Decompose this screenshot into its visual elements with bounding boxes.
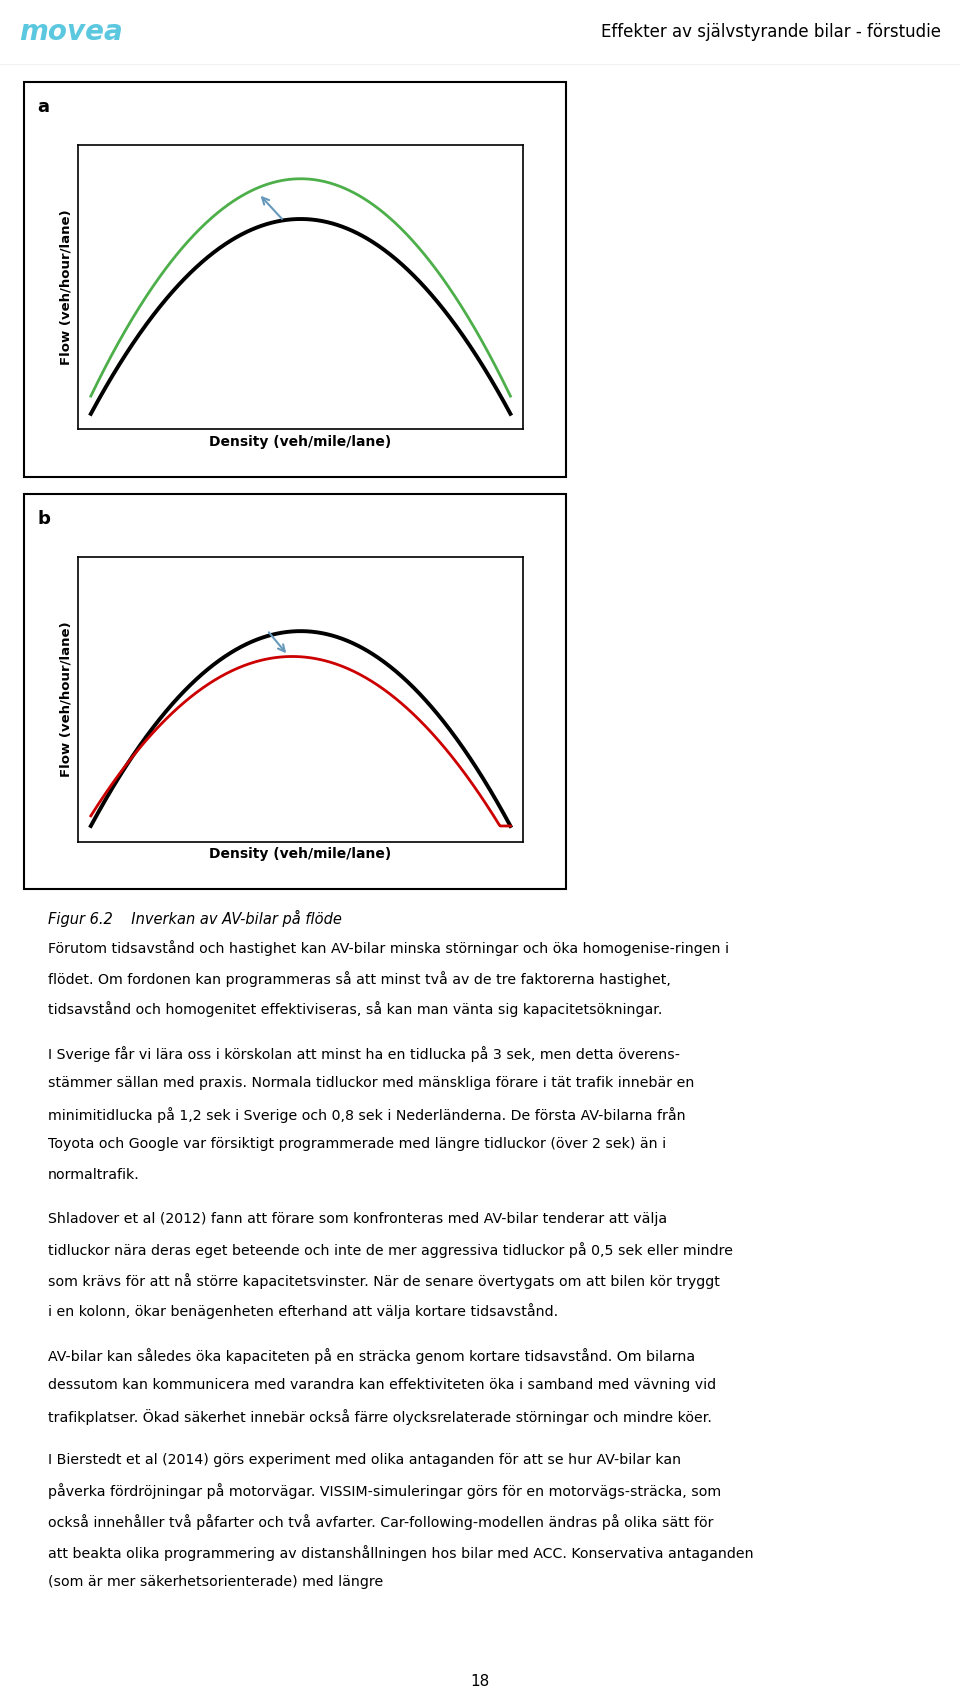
Text: Toyota och Google var försiktigt programmerade med längre tidluckor (över 2 sek): Toyota och Google var försiktigt program… bbox=[48, 1138, 666, 1151]
Text: i en kolonn, ökar benägenheten efterhand att välja kortare tidsavstånd.: i en kolonn, ökar benägenheten efterhand… bbox=[48, 1303, 558, 1320]
Text: Figur 6.2    Inverkan av AV-bilar på flöde: Figur 6.2 Inverkan av AV-bilar på flöde bbox=[48, 909, 342, 926]
Text: dessutom kan kommunicera med varandra kan effektiviteten öka i samband med vävni: dessutom kan kommunicera med varandra ka… bbox=[48, 1378, 716, 1393]
Text: Effekter av självstyrande bilar - förstudie: Effekter av självstyrande bilar - förstu… bbox=[601, 24, 941, 41]
Text: b: b bbox=[37, 509, 51, 528]
Text: som krävs för att nå större kapacitetsvinster. När de senare övertygats om att b: som krävs för att nå större kapacitetsvi… bbox=[48, 1272, 720, 1289]
Text: också innehåller två påfarter och två avfarter. Car-following-modellen ändras på: också innehåller två påfarter och två av… bbox=[48, 1514, 713, 1529]
Text: stämmer sällan med praxis. Normala tidluckor med mänskliga förare i tät trafik i: stämmer sällan med praxis. Normala tidlu… bbox=[48, 1076, 694, 1090]
Text: Förutom tidsavstånd och hastighet kan AV-bilar minska störningar och öka homogen: Förutom tidsavstånd och hastighet kan AV… bbox=[48, 940, 729, 957]
X-axis label: Density (veh/mile/lane): Density (veh/mile/lane) bbox=[209, 846, 392, 862]
Y-axis label: Flow (veh/hour/lane): Flow (veh/hour/lane) bbox=[60, 209, 73, 364]
Text: AV-bilar kan således öka kapaciteten på en sträcka genom kortare tidsavstånd. Om: AV-bilar kan således öka kapaciteten på … bbox=[48, 1347, 695, 1364]
Text: tidsavstånd och homogenitet effektiviseras, så kan man vänta sig kapacitetsöknin: tidsavstånd och homogenitet effektiviser… bbox=[48, 1001, 662, 1017]
Text: 18: 18 bbox=[470, 1674, 490, 1689]
Y-axis label: Flow (veh/hour/lane): Flow (veh/hour/lane) bbox=[60, 622, 73, 777]
Text: Shladover et al (2012) fann att förare som konfronteras med AV-bilar tenderar at: Shladover et al (2012) fann att förare s… bbox=[48, 1213, 667, 1226]
Text: I Bierstedt et al (2014) görs experiment med olika antaganden för att se hur AV-: I Bierstedt et al (2014) görs experiment… bbox=[48, 1453, 682, 1466]
Text: a: a bbox=[37, 97, 50, 116]
Text: I Sverige får vi lära oss i körskolan att minst ha en tidlucka på 3 sek, men det: I Sverige får vi lära oss i körskolan at… bbox=[48, 1046, 680, 1061]
Text: minimitidlucka på 1,2 sek i Sverige och 0,8 sek i Nederländerna. De första AV-bi: minimitidlucka på 1,2 sek i Sverige och … bbox=[48, 1107, 685, 1122]
X-axis label: Density (veh/mile/lane): Density (veh/mile/lane) bbox=[209, 434, 392, 450]
Text: trafikplatser. Ökad säkerhet innebär också färre olycksrelaterade störningar och: trafikplatser. Ökad säkerhet innebär ock… bbox=[48, 1408, 712, 1425]
Text: påverka fördröjningar på motorvägar. VISSIM-simuleringar görs för en motorvägs-s: påverka fördröjningar på motorvägar. VIS… bbox=[48, 1483, 721, 1500]
Text: (som är mer säkerhetsorienterade) med längre: (som är mer säkerhetsorienterade) med lä… bbox=[48, 1575, 383, 1589]
Text: tidluckor nära deras eget beteende och inte de mer aggressiva tidluckor på 0,5 s: tidluckor nära deras eget beteende och i… bbox=[48, 1243, 733, 1259]
Text: normaltrafik.: normaltrafik. bbox=[48, 1168, 140, 1182]
Text: movea: movea bbox=[19, 19, 123, 46]
Text: att beakta olika programmering av distanshållningen hos bilar med ACC. Konservat: att beakta olika programmering av distan… bbox=[48, 1545, 754, 1560]
Text: flödet. Om fordonen kan programmeras så att minst två av de tre faktorerna hasti: flödet. Om fordonen kan programmeras så … bbox=[48, 971, 671, 986]
